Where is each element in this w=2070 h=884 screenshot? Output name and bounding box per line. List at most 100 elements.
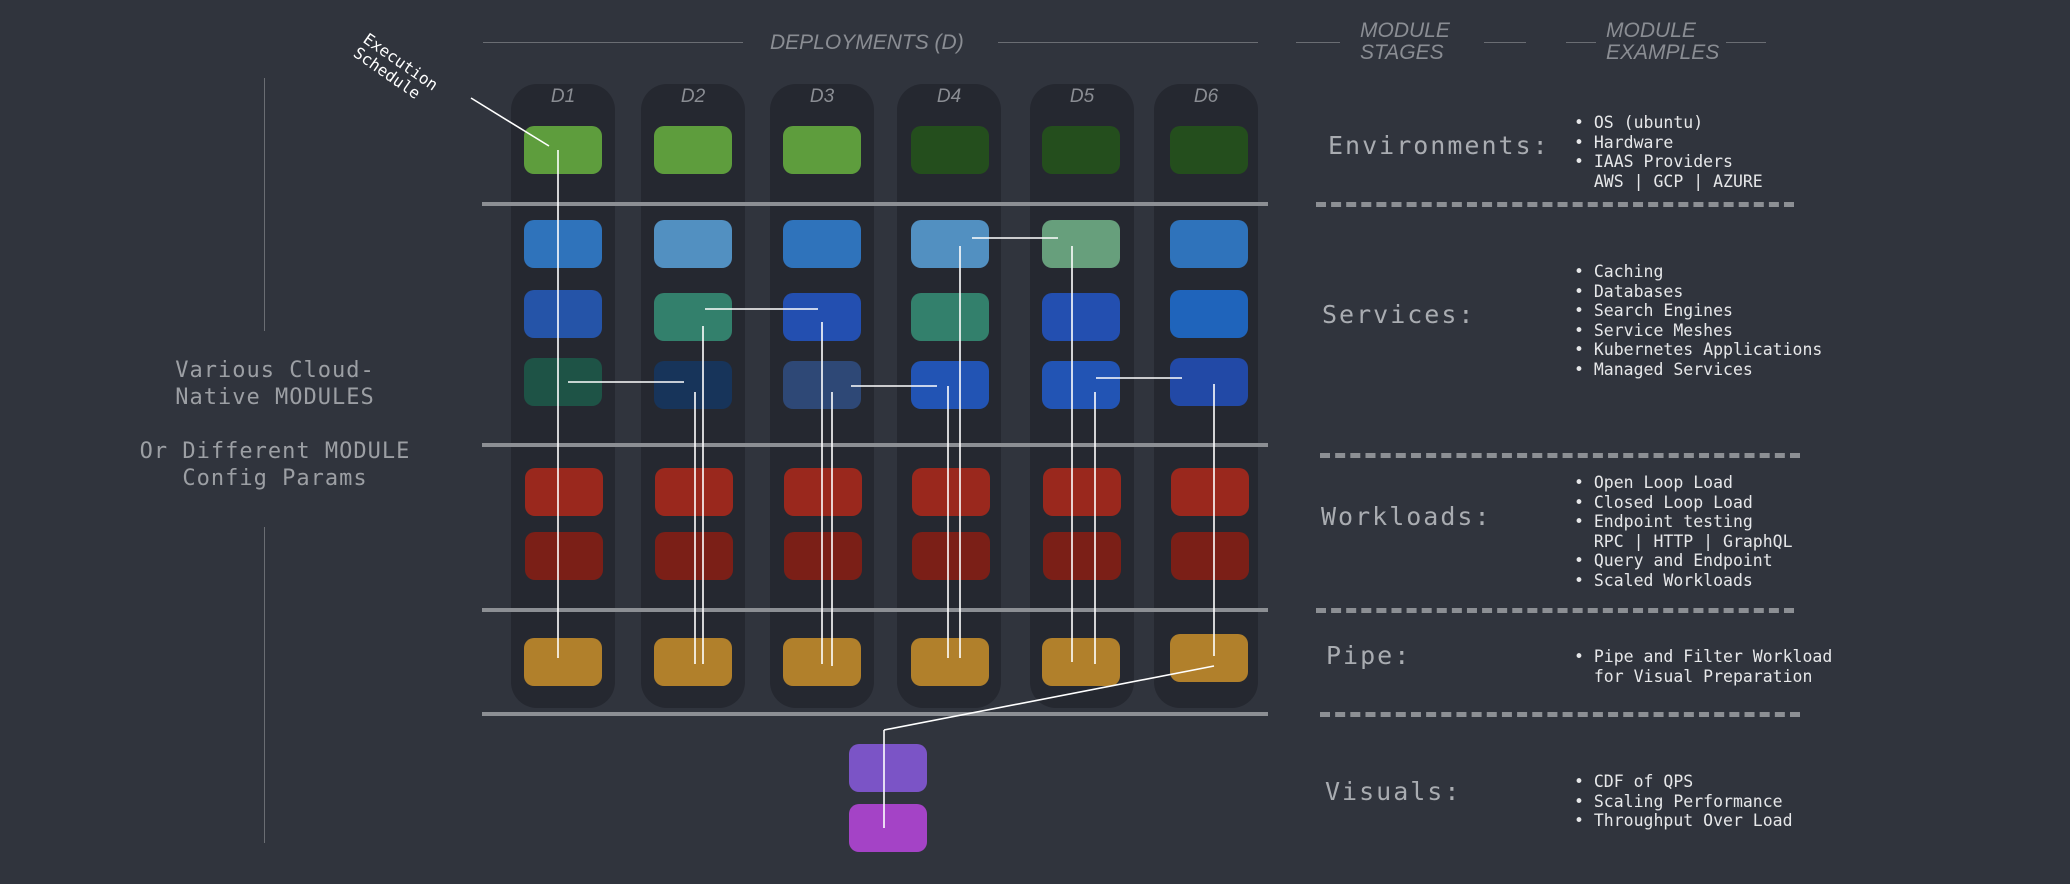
module-examples-header: MODULE EXAMPLES — [1606, 19, 1720, 64]
environment-module-box — [524, 126, 602, 174]
environment-module-box — [654, 126, 732, 174]
deployment-label: D1 — [550, 86, 576, 107]
stage-separator — [482, 712, 1268, 716]
stage-divider — [1320, 712, 1800, 717]
service-module-box — [1170, 220, 1248, 268]
workload-module-box — [655, 532, 733, 580]
example-item: • Search Engines — [1574, 301, 1733, 320]
service-module-box — [654, 293, 732, 341]
side-note-line: Native MODULES — [175, 385, 375, 410]
workload-module-box — [1043, 468, 1121, 516]
service-module-box — [911, 220, 989, 268]
example-item: • CDF of QPS — [1574, 772, 1694, 791]
environment-module-box — [1042, 126, 1120, 174]
header-rule-right — [998, 42, 1258, 43]
pipe-module-box — [911, 638, 989, 686]
examples-pipe: • Pipe and Filter Workload for Visual Pr… — [1574, 647, 1832, 686]
side-note-line: Config Params — [182, 466, 368, 491]
stage-separator — [482, 443, 1268, 447]
service-module-box — [911, 293, 989, 341]
visual-module-box — [849, 804, 927, 852]
workload-module-box — [784, 532, 862, 580]
deployment-label: D4 — [936, 86, 962, 107]
service-module-box — [524, 290, 602, 338]
stages-rule-right — [1484, 42, 1526, 43]
stage-name-pipe: Pipe: — [1326, 641, 1412, 670]
stage-divider — [1316, 202, 1794, 207]
service-module-box — [911, 361, 989, 409]
service-module-box — [1170, 290, 1248, 338]
service-module-box — [524, 220, 602, 268]
workload-module-box — [912, 532, 990, 580]
deployment-label: D2 — [680, 86, 706, 107]
workload-module-box — [525, 468, 603, 516]
execution-path-segment — [883, 665, 1215, 731]
workload-module-box — [655, 468, 733, 516]
example-item: • Open Loop Load — [1574, 473, 1733, 492]
deployment-label: D6 — [1193, 86, 1219, 107]
stage-name-visuals: Visuals: — [1325, 777, 1462, 806]
side-note-modules: Various Cloud- Native MODULES Or Differe… — [120, 357, 430, 492]
example-item: • Endpoint testing — [1574, 512, 1753, 531]
example-item: for Visual Preparation — [1574, 666, 1813, 686]
side-note-line: Various Cloud- — [175, 358, 375, 383]
workload-module-box — [912, 468, 990, 516]
service-module-box — [1170, 358, 1248, 406]
environment-module-box — [783, 126, 861, 174]
side-bracket-top — [264, 78, 265, 331]
execution-path-segment — [470, 97, 550, 147]
stage-divider — [1316, 608, 1794, 613]
module-stages-header: MODULE STAGES — [1360, 19, 1450, 64]
example-item: AWS | GCP | AZURE — [1574, 171, 1763, 191]
header-rule-left — [483, 42, 743, 43]
service-module-box — [1042, 293, 1120, 341]
example-item: • Throughput Over Load — [1574, 811, 1793, 830]
example-item: RPC | HTTP | GraphQL — [1574, 531, 1793, 551]
examples-environments: • OS (ubuntu) • Hardware • IAAS Provider… — [1574, 113, 1763, 191]
workload-module-box — [525, 532, 603, 580]
workload-module-box — [1171, 532, 1249, 580]
deployments-header: DEPLOYMENTS (D) — [770, 31, 964, 54]
stage-name-services: Services: — [1322, 300, 1476, 329]
pipe-module-box — [1170, 634, 1248, 682]
examples-visuals: • CDF of QPS • Scaling Performance • Thr… — [1574, 772, 1793, 831]
example-item: • Scaling Performance — [1574, 791, 1783, 811]
stage-separator — [482, 608, 1268, 612]
environment-module-box — [1170, 126, 1248, 174]
example-item: • Kubernetes Applications — [1574, 340, 1823, 359]
service-module-box — [654, 220, 732, 268]
examples-services: • Caching • Databases • Search Engines •… — [1574, 262, 1822, 379]
stages-rule-left — [1296, 42, 1340, 43]
side-note-line: Or Different MODULE — [139, 439, 411, 464]
service-module-box — [1042, 220, 1120, 268]
example-item: • Hardware — [1574, 132, 1674, 152]
service-module-box — [654, 361, 732, 409]
stage-separator — [482, 202, 1268, 206]
example-item: • Query and Endpoint — [1574, 551, 1773, 570]
stage-divider — [1320, 453, 1800, 458]
example-item: • OS (ubuntu) — [1574, 113, 1704, 132]
examples-rule-right — [1726, 42, 1766, 43]
environment-module-box — [911, 126, 989, 174]
stage-name-workloads: Workloads: — [1321, 502, 1492, 531]
pipe-module-box — [524, 638, 602, 686]
examples-rule-left — [1566, 42, 1596, 43]
pipe-module-box — [654, 638, 732, 686]
workload-module-box — [1043, 532, 1121, 580]
examples-workloads: • Open Loop Load • Closed Loop Load • En… — [1574, 473, 1793, 590]
deployment-label: D5 — [1069, 86, 1095, 107]
visual-module-box — [849, 744, 927, 792]
example-item: • Scaled Workloads — [1574, 570, 1753, 590]
stage-name-environments: Environments: — [1328, 131, 1550, 160]
example-item: • Closed Loop Load — [1574, 492, 1753, 512]
workload-module-box — [1171, 468, 1249, 516]
service-module-box — [783, 220, 861, 268]
example-item: • Managed Services — [1574, 359, 1753, 379]
example-item: • Service Meshes — [1574, 320, 1733, 340]
workload-module-box — [784, 468, 862, 516]
example-item: • IAAS Providers — [1574, 152, 1733, 171]
example-item: • Databases — [1574, 281, 1684, 301]
deployment-label: D3 — [809, 86, 835, 107]
side-bracket-bottom — [264, 527, 265, 843]
